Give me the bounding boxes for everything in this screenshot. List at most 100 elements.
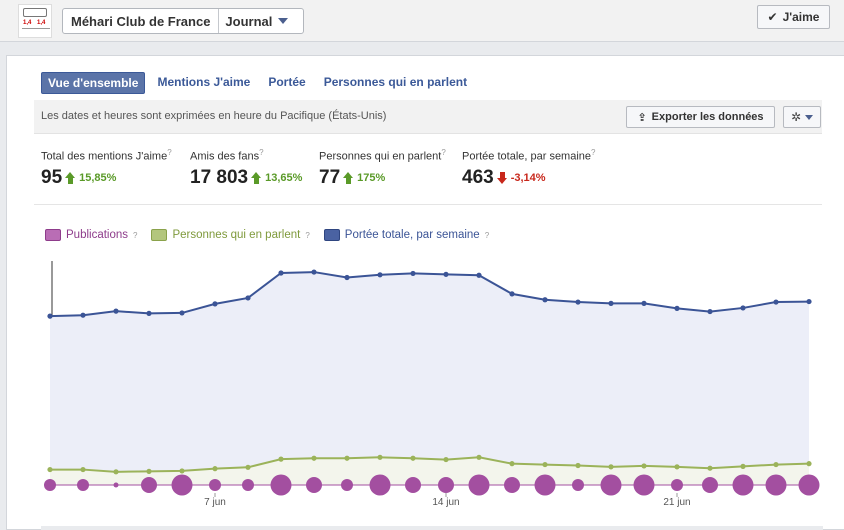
stat-label: Portée totale, par semaine (462, 150, 592, 163)
legend-swatch (151, 229, 168, 241)
help-icon[interactable]: ? (441, 148, 446, 157)
stat-value: 463 (462, 166, 494, 188)
tab-likes[interactable]: Mentions J'aime (157, 75, 251, 89)
insights-chart: 7 jun 14 jun 21 jun (44, 261, 820, 508)
publications-point (600, 474, 622, 496)
like-button-label: J'aime (782, 10, 820, 24)
reach-point (509, 291, 515, 297)
arrow-down-icon (496, 171, 508, 184)
publications-point (77, 479, 89, 491)
stat-value: 77 (319, 166, 341, 188)
legend-item-talking-about[interactable]: Personnes qui en parlent? (151, 229, 310, 241)
talking-about-point (740, 463, 746, 469)
chart-legend: Publications? Personnes qui en parlent? … (45, 229, 489, 241)
publications-point (438, 477, 454, 493)
reach-point (179, 310, 185, 316)
logo-text-left: 1,4 (23, 20, 32, 26)
talking-about-point (311, 455, 317, 461)
talking-about-point (443, 456, 449, 463)
publications-point (44, 479, 56, 491)
page-selector: Méhari Club de France Journal (62, 8, 304, 34)
logo-text-right: 1,4 (37, 20, 46, 26)
talking-about-point (773, 461, 779, 468)
journal-dropdown[interactable]: Journal (219, 9, 294, 33)
publications-point (504, 477, 520, 493)
tab-overview[interactable]: Vue d'ensemble (41, 72, 146, 94)
talking-about-point (641, 463, 647, 469)
gear-icon: ✲ (790, 110, 802, 124)
talking-about-line (50, 456, 810, 473)
publications-point (732, 474, 754, 496)
talking-about-point (80, 466, 86, 473)
publications-point (171, 474, 193, 496)
settings-dropdown-button[interactable]: ✲ (783, 106, 821, 128)
stat-delta: 13,65% (265, 171, 303, 184)
talking-about-point (806, 461, 812, 467)
page-name-link[interactable]: Méhari Club de France (63, 9, 220, 33)
talking-about-point (575, 462, 581, 469)
publications-point (671, 479, 683, 491)
stat-delta: 175% (357, 171, 386, 184)
stat-weekly-reach: Portée totale, par semaine? 463 -3,14% (462, 148, 595, 189)
x-tick-label: 7 jun (204, 497, 226, 508)
publications-point (369, 474, 391, 496)
reach-point (146, 310, 152, 316)
publications-point (633, 474, 655, 496)
legend-item-weekly-reach[interactable]: Portée totale, par semaine? (323, 229, 490, 241)
stat-label: Amis des fans (190, 150, 260, 163)
tab-talking-about[interactable]: Personnes qui en parlent (323, 75, 468, 89)
stat-delta: -3,14% (510, 171, 546, 184)
legend-label: Portée totale, par semaine (344, 229, 480, 241)
reach-point (344, 274, 350, 281)
stat-total-likes: Total des mentions J'aime? 95 15,85% (41, 148, 172, 189)
legend-item-publications[interactable]: Publications? (45, 229, 137, 241)
reach-point (113, 308, 119, 314)
talking-about-point (344, 455, 350, 461)
arrow-up-icon (65, 171, 76, 184)
export-label: Exporter les données (651, 111, 764, 123)
reach-point (641, 300, 647, 306)
publications-point (306, 477, 322, 493)
chevron-down-icon (805, 114, 814, 120)
car-logo-icon (23, 8, 47, 17)
reach-line (49, 271, 810, 318)
stat-value: 95 (41, 166, 63, 188)
chart-bottom-strip (41, 526, 823, 530)
insights-panel: Vue d'ensemble Mentions J'aime Portée Pe… (6, 55, 844, 530)
talking-about-point (245, 464, 251, 470)
reach-point (410, 270, 416, 277)
help-icon[interactable]: ? (305, 230, 310, 240)
x-tick-label: 21 jun (663, 497, 690, 508)
publications-point (534, 474, 556, 496)
help-icon[interactable]: ? (591, 148, 596, 157)
reach-area (50, 272, 809, 485)
help-icon[interactable]: ? (259, 148, 264, 157)
talking-about-point (47, 466, 53, 473)
page-logo[interactable]: 1,4 1,4 (18, 4, 52, 38)
check-icon: ✔ (767, 10, 778, 24)
arrow-up-icon (343, 171, 354, 184)
stat-value: 17 803 (190, 166, 249, 188)
publications-point (765, 474, 787, 496)
logo-line (22, 28, 50, 29)
publications-point (702, 477, 718, 493)
reach-point (47, 313, 53, 319)
tab-reach[interactable]: Portée (268, 75, 306, 89)
publications-point (209, 479, 221, 491)
help-icon[interactable]: ? (167, 148, 172, 157)
talking-about-point (179, 468, 185, 474)
reach-point (773, 299, 779, 305)
export-data-button[interactable]: ⇪ Exporter les données (626, 106, 775, 128)
help-icon[interactable]: ? (484, 230, 490, 240)
stat-delta: 15,85% (79, 171, 117, 184)
stat-label: Personnes qui en parlent (319, 150, 442, 163)
reach-point (476, 272, 482, 278)
publications-point (113, 482, 119, 488)
reach-point (80, 312, 86, 318)
like-button[interactable]: ✔ J'aime (757, 5, 830, 29)
talking-about-point (476, 454, 482, 460)
timezone-notice: Les dates et heures sont exprimées en he… (41, 110, 387, 122)
journal-label: Journal (225, 13, 273, 29)
help-icon[interactable]: ? (133, 230, 138, 240)
talking-about-point (377, 454, 383, 460)
